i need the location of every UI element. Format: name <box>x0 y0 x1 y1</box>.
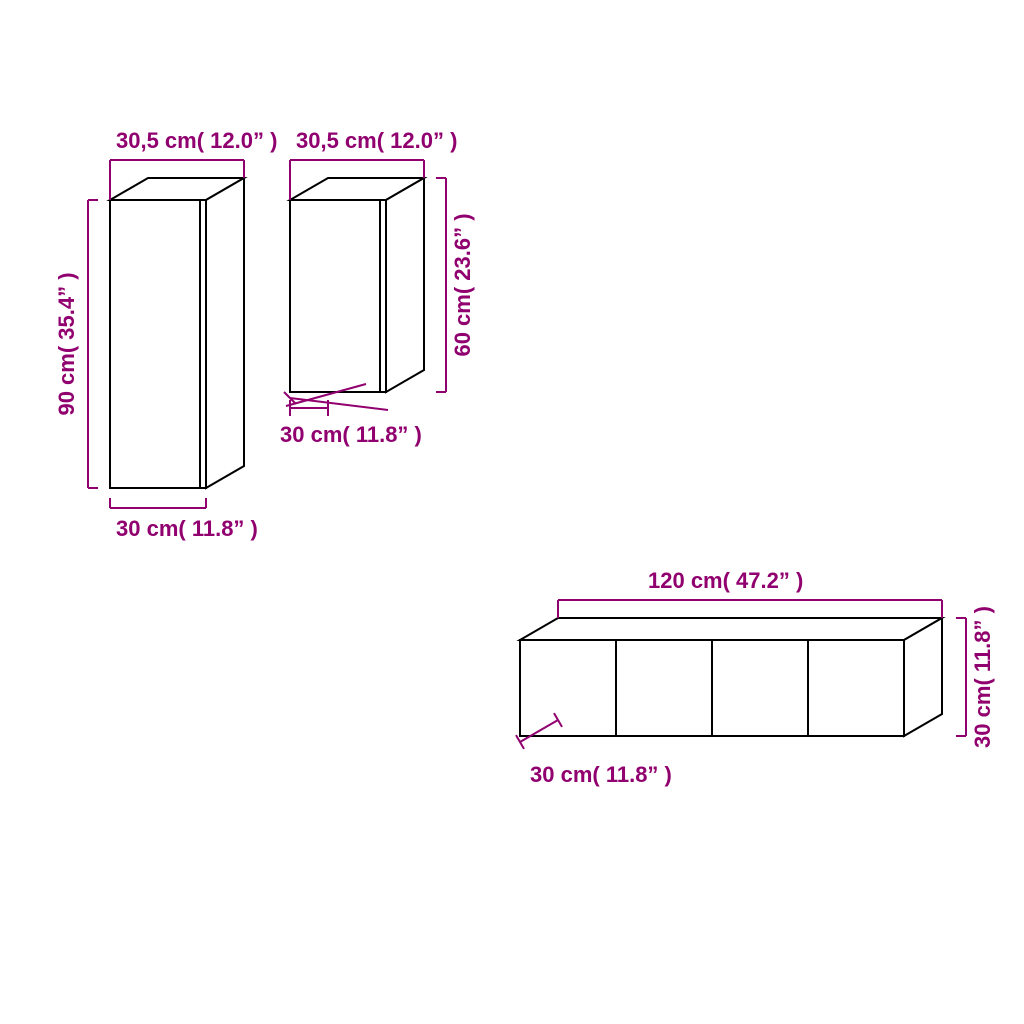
dimension-label: 30 cm( 11.8” ) <box>970 606 995 748</box>
dimension-label: 30 cm( 11.8” ) <box>116 516 258 541</box>
cabinet-tall <box>110 178 244 488</box>
cabinet-medium <box>290 178 424 392</box>
dimension-label: 90 cm( 35.4” ) <box>54 272 79 415</box>
cabinet-low <box>520 618 942 736</box>
dimension-label: 30 cm( 11.8” ) <box>280 422 422 447</box>
dimension-label: 30,5 cm( 12.0” ) <box>296 128 457 153</box>
dimension-label: 60 cm( 23.6” ) <box>450 213 475 356</box>
dimension-label: 120 cm( 47.2” ) <box>648 568 803 593</box>
dimension-label: 30 cm( 11.8” ) <box>530 762 672 787</box>
dimension-label: 30,5 cm( 12.0” ) <box>116 128 277 153</box>
